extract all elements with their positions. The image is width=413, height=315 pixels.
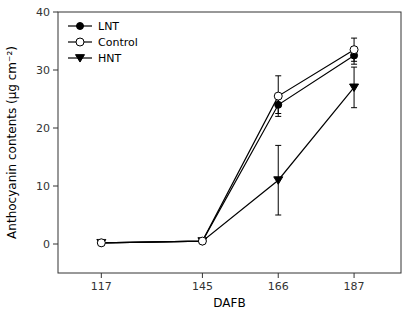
series (97, 67, 359, 247)
error-bar (275, 76, 281, 117)
series-line (101, 50, 354, 243)
data-point (198, 237, 206, 245)
x-tick (354, 273, 355, 278)
y-tick-label: 20 (36, 122, 50, 135)
x-axis-label: DAFB (213, 296, 245, 310)
y-tick (53, 186, 58, 187)
data-point (98, 239, 105, 246)
series-line (101, 56, 354, 243)
data-point (350, 46, 358, 54)
legend: LNT Control HNT (68, 20, 138, 65)
y-tick-label: 40 (36, 6, 50, 19)
legend-label: LNT (98, 20, 119, 33)
legend-swatch-marker (76, 55, 85, 62)
data-point (198, 238, 207, 245)
legend-swatch-marker (76, 38, 84, 46)
x-tick-label: 145 (192, 280, 213, 293)
data-point (97, 239, 105, 247)
data-point (350, 84, 359, 91)
data-point (97, 239, 106, 246)
series-line (101, 87, 354, 242)
y-tick-label: 0 (43, 238, 50, 251)
data-point (274, 92, 282, 100)
legend-item: Control (68, 36, 138, 49)
x-tick-label: 187 (344, 280, 365, 293)
error-bar (351, 38, 357, 61)
x-tick (278, 273, 279, 278)
data-point (199, 238, 206, 245)
legend-label: Control (98, 36, 138, 49)
chart: 0 10 20 30 40 117 145 166 187 DAFB Anthocyanin con… (0, 0, 413, 315)
series (97, 38, 358, 247)
y-tick-label: 10 (36, 180, 50, 193)
plot-data (97, 38, 359, 247)
plot-frame (58, 12, 401, 273)
series (98, 47, 358, 247)
y-tick (53, 244, 58, 245)
x-tick-label: 166 (268, 280, 289, 293)
y-axis-label: Anthocyanin contents (μg cm⁻²) (5, 46, 19, 239)
y-tick (53, 12, 58, 13)
x-tick (202, 273, 203, 278)
legend-swatch-marker (77, 23, 84, 30)
legend-item: HNT (68, 52, 122, 65)
data-point (274, 177, 283, 184)
y-tick-label: 30 (36, 64, 50, 77)
y-tick (53, 128, 58, 129)
y-tick (53, 70, 58, 71)
legend-label: HNT (98, 52, 122, 65)
legend-item: LNT (68, 20, 119, 33)
x-tick-label: 117 (91, 280, 112, 293)
x-tick (101, 273, 102, 278)
